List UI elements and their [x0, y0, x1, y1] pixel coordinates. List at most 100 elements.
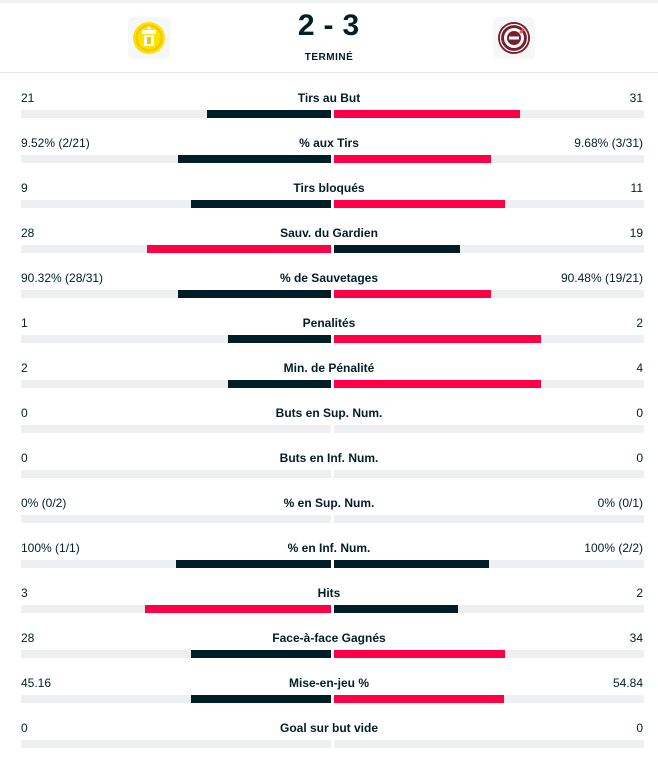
stat-home-value: 100% (1/1)	[21, 541, 80, 555]
stat-home-value: 28	[21, 631, 35, 645]
home-bar-fill	[178, 290, 331, 298]
stat-label: Face-à-face Gagnés	[272, 631, 386, 645]
stat-home-value: 90.32% (28/31)	[21, 271, 104, 285]
home-bar-track	[21, 605, 331, 613]
home-bar-fill	[178, 155, 331, 163]
stat-label: Buts en Inf. Num.	[279, 451, 379, 465]
away-bar-fill	[334, 200, 505, 208]
away-bar-track	[334, 335, 644, 343]
home-score: 2	[297, 9, 316, 42]
home-bar-track	[21, 335, 331, 343]
stat-row: 28 Sauv. du Gardien 19	[0, 221, 658, 266]
home-bar-fill	[207, 110, 331, 118]
stat-home-value: 0% (0/2)	[21, 496, 67, 510]
stat-label: Sauv. du Gardien	[280, 226, 378, 240]
away-bar-fill	[334, 335, 541, 343]
stat-away-value: 9.68% (3/31)	[574, 136, 643, 150]
stat-home-value: 2	[21, 361, 28, 375]
stat-label: Tirs au But	[297, 91, 361, 105]
home-bar-track	[21, 290, 331, 298]
home-bar-fill	[191, 200, 331, 208]
stat-away-value: 2	[636, 316, 643, 330]
away-bar-fill	[334, 650, 505, 658]
stats-list: 21 Tirs au But 31 9.52% (2/21)% aux Tirs 9.6…	[0, 86, 658, 761]
stat-label: Goal sur but vide	[279, 721, 378, 735]
stat-row: 3 Hits 2	[0, 581, 658, 626]
away-bar-track	[334, 560, 644, 568]
stat-home-value: 28	[21, 226, 35, 240]
stat-label: Buts en Sup. Num.	[275, 406, 383, 420]
header-top-border	[0, 0, 658, 3]
stat-home-value: 45.16	[21, 676, 52, 690]
away-bar-track	[334, 290, 644, 298]
stat-away-value: 4	[636, 361, 643, 375]
stat-away-value: 0	[636, 406, 643, 420]
score-separator: -	[323, 9, 335, 42]
home-team-crest-icon	[133, 22, 165, 54]
home-bar-track	[21, 200, 331, 208]
stat-label: Min. de Pénalité	[283, 361, 375, 375]
home-bar-fill	[191, 650, 331, 658]
away-bar-fill	[334, 290, 491, 298]
away-bar-fill	[334, 605, 458, 613]
away-team-logo[interactable]	[493, 17, 535, 59]
stat-label: Penalités	[302, 316, 356, 330]
stat-row: 28 Face-à-face Gagnés 34	[0, 626, 658, 671]
stat-home-value: 1	[21, 316, 28, 330]
home-bar-track	[21, 515, 331, 523]
away-bar-fill	[334, 695, 504, 703]
stat-home-value: 0	[21, 406, 28, 420]
stat-row: 21 Tirs au But 31	[0, 86, 658, 131]
home-bar-track	[21, 740, 331, 748]
home-bar-fill	[176, 560, 331, 568]
stat-away-value: 0	[636, 451, 643, 465]
stat-away-value: 54.84	[612, 676, 643, 690]
header-divider	[0, 72, 658, 73]
stat-label: Tirs bloqués	[293, 181, 365, 195]
away-bar-fill	[334, 245, 460, 253]
home-bar-track	[21, 425, 331, 433]
stat-away-value: 0% (0/1)	[597, 496, 643, 510]
stat-away-value: 19	[629, 226, 643, 240]
home-team-logo[interactable]	[128, 17, 170, 59]
away-bar-track	[334, 470, 644, 478]
stat-home-value: 21	[21, 91, 35, 105]
away-team-crest-icon	[498, 22, 530, 54]
stat-away-value: 0	[636, 721, 643, 735]
away-bar-fill	[334, 155, 491, 163]
stat-label: % de Sauvetages	[279, 271, 379, 285]
stat-away-value: 34	[629, 631, 643, 645]
stat-label: Hits	[317, 586, 341, 600]
away-bar-track	[334, 650, 644, 658]
stat-home-value: 3	[21, 586, 28, 600]
stat-row: 0 Buts en Sup. Num. 0	[0, 401, 658, 446]
away-bar-fill	[334, 380, 541, 388]
stat-away-value: 2	[636, 586, 643, 600]
away-bar-track	[334, 695, 644, 703]
stat-away-value: 11	[630, 181, 643, 195]
stat-row: 9 Tirs bloqués 11	[0, 176, 658, 221]
home-bar-fill	[145, 605, 331, 613]
home-bar-track	[21, 470, 331, 478]
home-bar-track	[21, 380, 331, 388]
away-bar-track	[334, 110, 644, 118]
stat-row: 0 Buts en Inf. Num. 0	[0, 446, 658, 491]
home-bar-track	[21, 245, 331, 253]
away-bar-track	[334, 245, 644, 253]
away-bar-track	[334, 515, 644, 523]
stat-label: % en Sup. Num.	[283, 496, 375, 510]
stat-label: Mise-en-jeu %	[288, 676, 369, 690]
match-status: TERMINÉ	[304, 52, 354, 63]
away-bar-fill	[334, 560, 489, 568]
stat-row: 45.16 Mise-en-jeu % 54.84	[0, 671, 658, 716]
stat-row: 1 Penalités 2	[0, 311, 658, 356]
stat-label: % aux Tirs	[299, 136, 359, 150]
away-bar-track	[334, 740, 644, 748]
stat-row: 9.52% (2/21) % aux Tirs 9.68% (3/31)	[0, 131, 658, 176]
away-bar-fill	[334, 110, 520, 118]
away-bar-track	[334, 155, 644, 163]
home-bar-track	[21, 560, 331, 568]
home-bar-track	[21, 695, 331, 703]
stat-row: 100% (1/1) % en Inf. Num. 100% (2/2)	[0, 536, 658, 581]
away-bar-track	[334, 200, 644, 208]
